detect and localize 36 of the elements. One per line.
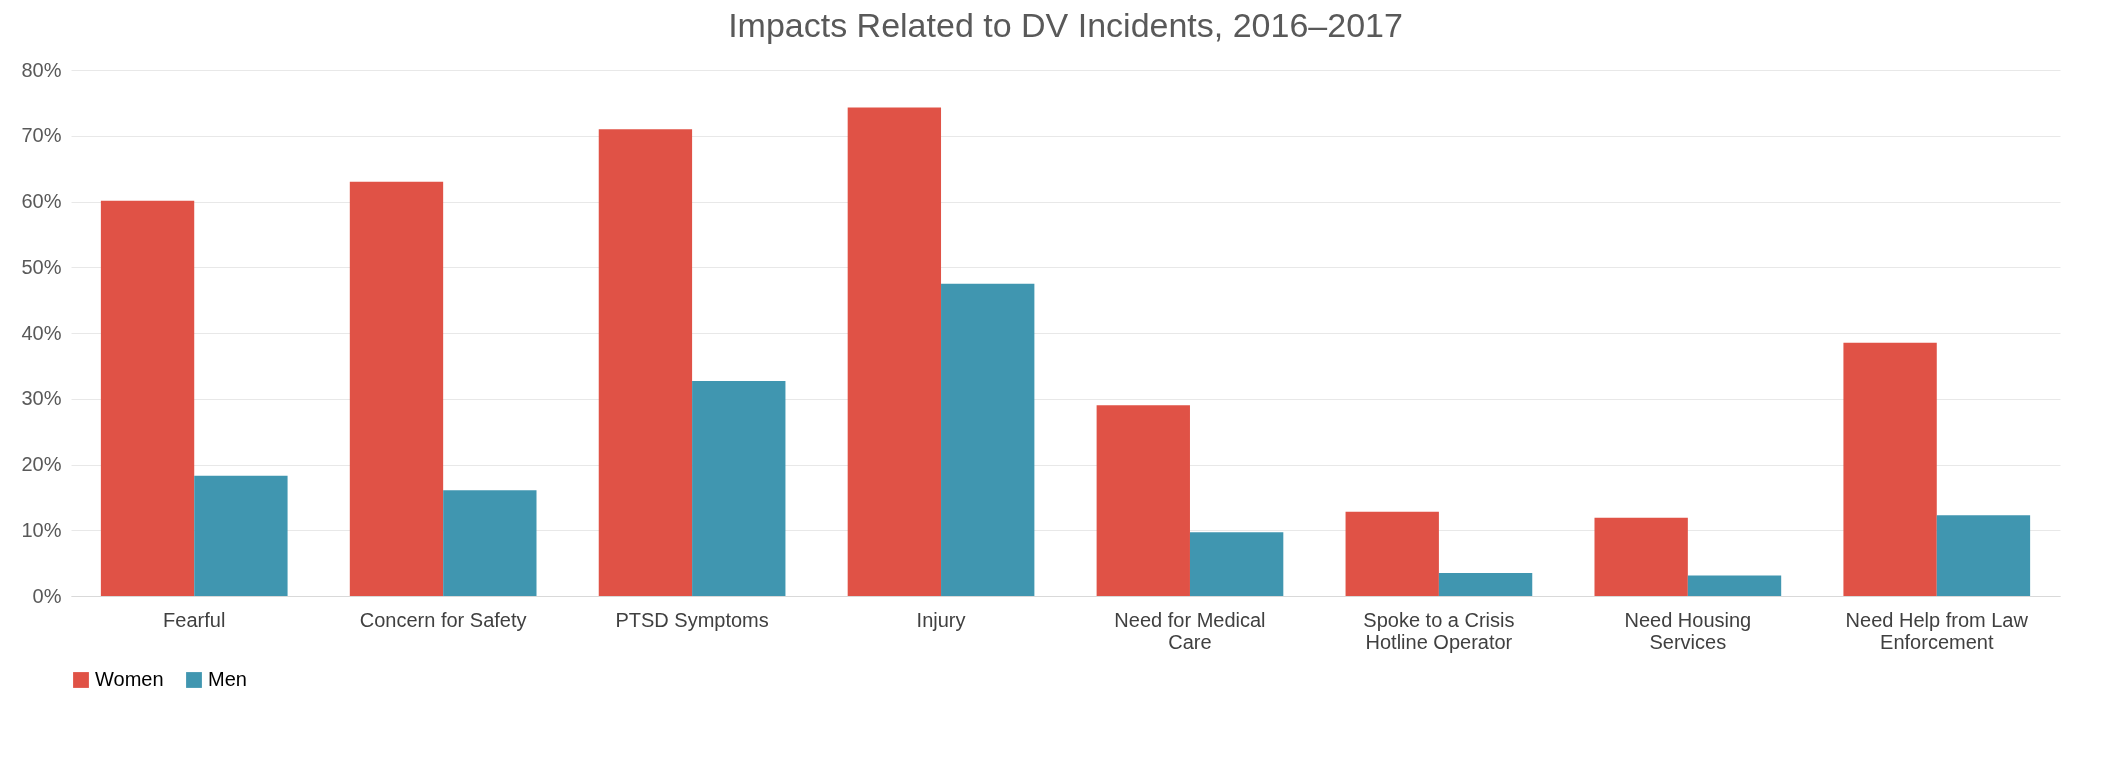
y-tick-label: 20% [21,453,62,475]
y-tick-label: 10% [21,518,62,541]
bar [194,475,288,596]
y-tick-label: 40% [21,321,62,344]
x-tick-label: Need for Medical Care [1114,608,1266,653]
y-tick-label: 30% [21,387,62,410]
bar [100,200,195,596]
y-tick-label: 50% [21,255,62,278]
x-tick-label: Concern for Safety [359,608,527,631]
x-tick-label: Injury [916,608,966,631]
bar [1345,511,1439,596]
bar [349,181,444,596]
x-tick-label: Spoke to a Crisis Hotline Operator [1363,608,1515,653]
x-tick-label: Need Help from Law Enforcement [1845,608,2029,653]
y-tick-label: 80% [21,58,62,81]
bar [1438,572,1533,596]
y-tick-label: 0% [32,584,62,607]
bar [443,490,537,596]
bar [1096,405,1190,596]
legend-label: Men [208,668,247,690]
bar [1936,515,2031,596]
bar [692,381,786,596]
y-tick-label: 70% [21,124,62,147]
y-tick-label: 60% [21,190,62,212]
legend-label: Women [95,668,164,690]
bar [1843,342,1937,596]
chart-title: Impacts Related to DV Incidents, 2016–2017 [728,6,1403,44]
bar [1594,517,1688,596]
bar [941,283,1035,596]
bar [1687,575,1782,596]
bar [847,107,942,596]
x-tick-label: Need Housing Services [1624,608,1752,653]
bar [1189,532,1284,596]
x-tick-label: PTSD Symptoms [615,608,769,631]
bar [598,129,693,596]
x-tick-label: Fearful [163,608,226,631]
